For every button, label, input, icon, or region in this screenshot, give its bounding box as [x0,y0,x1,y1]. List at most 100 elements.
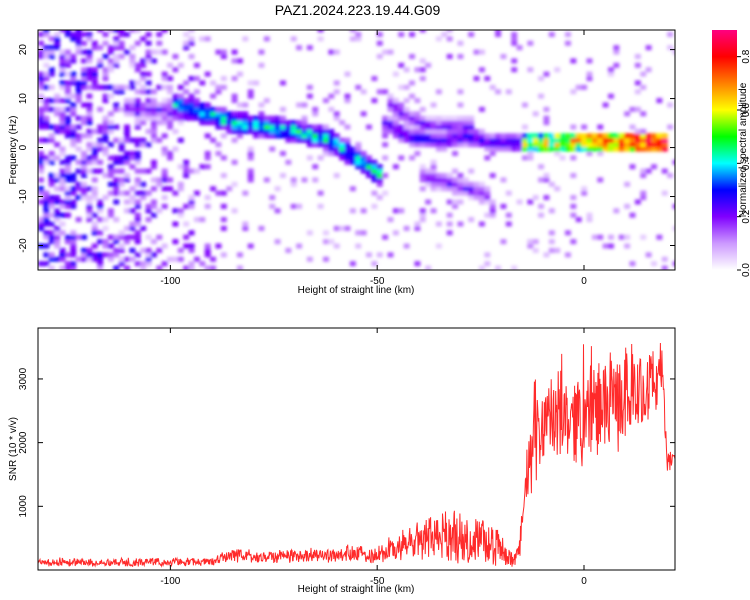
heatmap-cell [430,142,437,148]
heatmap-cell [403,133,410,139]
heatmap-cell [382,49,389,55]
heatmap-cell [296,120,303,126]
heatmap-cell [43,208,50,214]
heatmap-cell [140,106,147,112]
heatmap-cell [156,265,163,270]
heatmap-cell [81,164,87,170]
heatmap-cell [312,128,319,134]
spectrogram-y-tick-label: 20 [18,44,29,56]
heatmap-cell [333,142,340,148]
heatmap-cell [48,36,55,42]
heatmap-cell [387,252,394,258]
heatmap-cell [156,234,163,240]
heatmap-cell [86,115,93,121]
heatmap-cell [161,102,168,108]
colorbar-tick-label: 0.8 [741,49,750,63]
heatmap-cell [376,40,383,46]
heatmap-cell [419,76,426,82]
heatmap-cell [613,62,620,68]
heatmap-cell [366,173,372,179]
heatmap-cell [113,102,120,108]
heatmap-cell [468,142,475,148]
heatmap-cell [366,124,372,130]
snr-x-axis-label: Height of straight line (km) [298,584,415,595]
heatmap-cell [97,45,104,51]
heatmap-cell [581,84,588,90]
heatmap-cell [274,115,281,121]
heatmap-cell [134,217,141,223]
heatmap-cell [124,239,131,245]
heatmap-cell [263,124,270,130]
heatmap-cell [290,128,297,134]
heatmap-cell [355,155,362,161]
heatmap-cell [317,137,324,143]
heatmap-cell [220,54,227,60]
heatmap-cell [113,30,120,33]
heatmap-cell [478,142,485,148]
heatmap-cell [301,102,308,108]
heatmap-cell [231,208,238,214]
heatmap-cell [661,146,668,152]
heatmap-cell [473,195,480,201]
heatmap-cell [156,181,163,187]
heatmap-cell [645,146,652,152]
heatmap-cell [279,124,286,130]
heatmap-cell [435,124,442,130]
heatmap-cell [570,203,577,209]
heatmap-cell [624,234,631,240]
heatmap-cell [333,243,340,249]
heatmap-cell [140,225,147,231]
heatmap-cell [204,247,211,253]
heatmap-cell [441,177,448,183]
heatmap-cell [548,239,555,245]
heatmap-cell [640,146,647,152]
heatmap-cell [193,190,200,196]
heatmap-cell [107,181,114,187]
heatmap-cell [102,137,109,143]
heatmap-cell [167,124,174,130]
heatmap-cell [478,133,485,139]
colorbar-ticks: 0.00.20.40.60.8 [737,49,750,277]
heatmap-cell [226,115,233,121]
heatmap-cell [419,142,426,148]
heatmap-cell [215,142,222,148]
heatmap-cell [124,124,131,130]
heatmap-cell [290,120,297,126]
heatmap-cell [387,115,394,121]
heatmap-cell [312,133,319,139]
heatmap-cell [167,120,174,126]
heatmap-cell [43,30,50,33]
heatmap-cell [371,203,378,209]
heatmap-cell [75,80,82,86]
heatmap-cell [161,98,168,104]
heatmap-cell [441,31,448,37]
heatmap-cell [322,128,329,134]
heatmap-cell [398,137,405,143]
heatmap-cell [607,93,614,99]
heatmap-cell [667,45,674,51]
heatmap-cell [107,243,114,249]
heatmap-cell [387,93,394,99]
heatmap-cell [102,76,109,82]
heatmap-cell [188,265,195,270]
heatmap-cell [570,239,577,245]
heatmap-cell [193,115,200,121]
heatmap-cell [495,89,502,95]
heatmap-cell [414,137,421,143]
heatmap-cell [161,49,168,55]
heatmap-cell [210,93,217,99]
heatmap-cell [242,124,249,130]
heatmap-cell [43,120,50,126]
heatmap-cell [279,133,286,139]
heatmap-cell [435,133,442,139]
heatmap-cell [656,133,663,139]
heatmap-cell [70,142,77,148]
heatmap-cell [403,98,410,104]
heatmap-cell [59,159,66,165]
heatmap-cell [134,203,141,209]
heatmap-cell [387,98,394,104]
heatmap-cell [398,124,405,130]
heatmap-cell [279,106,286,112]
heatmap-cell [75,137,82,143]
heatmap-cell [43,234,50,240]
